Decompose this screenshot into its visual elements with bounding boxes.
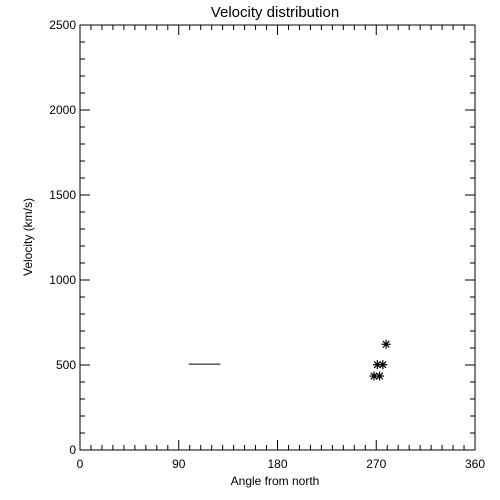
- x-tick-label: 180: [267, 457, 287, 471]
- asterisk-point: [378, 360, 388, 370]
- asterisk-point: [369, 371, 379, 381]
- y-axis-ticks: [80, 24, 475, 451]
- asterisk-stroke: [373, 360, 382, 369]
- x-axis-tick-labels: 0 90 180 270 360: [77, 457, 486, 471]
- chart-title: Velocity distribution: [211, 4, 339, 21]
- x-axis-ticks: [79, 25, 476, 450]
- data-marks: [188, 339, 391, 381]
- y-tick-label: 500: [56, 358, 76, 372]
- x-tick-label: 270: [366, 457, 386, 471]
- asterisk-point: [375, 371, 385, 381]
- y-axis-label: Velocity (km/s): [21, 198, 35, 276]
- y-tick-label: 2500: [49, 18, 76, 32]
- asterisk-stroke: [379, 360, 387, 369]
- y-axis-tick-labels: 0 500 1000 1500 2000 2500: [49, 18, 76, 457]
- y-tick-label: 1500: [49, 188, 76, 202]
- y-tick-label: 0: [69, 443, 76, 457]
- x-tick-label: 360: [465, 457, 485, 471]
- y-tick-label: 1000: [49, 273, 76, 287]
- x-tick-label: 90: [172, 457, 186, 471]
- asterisk-stroke: [382, 340, 390, 348]
- y-tick-label: 2000: [49, 103, 76, 117]
- x-tick-label: 0: [77, 457, 84, 471]
- asterisk-stroke: [375, 372, 384, 380]
- asterisk-stroke: [370, 372, 378, 380]
- plot-frame: [79, 24, 476, 451]
- asterisk-point: [381, 339, 391, 349]
- x-axis-label: Angle from north: [231, 474, 320, 488]
